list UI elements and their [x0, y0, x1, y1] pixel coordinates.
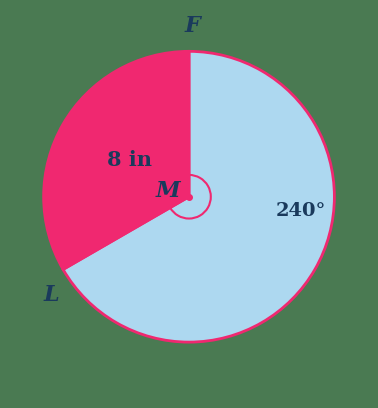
Wedge shape — [43, 51, 189, 269]
Text: F: F — [184, 15, 200, 37]
Text: L: L — [43, 284, 59, 306]
Text: M: M — [156, 180, 180, 202]
Text: 8 in: 8 in — [107, 150, 152, 170]
Text: 240°: 240° — [276, 202, 326, 220]
Wedge shape — [63, 51, 335, 342]
